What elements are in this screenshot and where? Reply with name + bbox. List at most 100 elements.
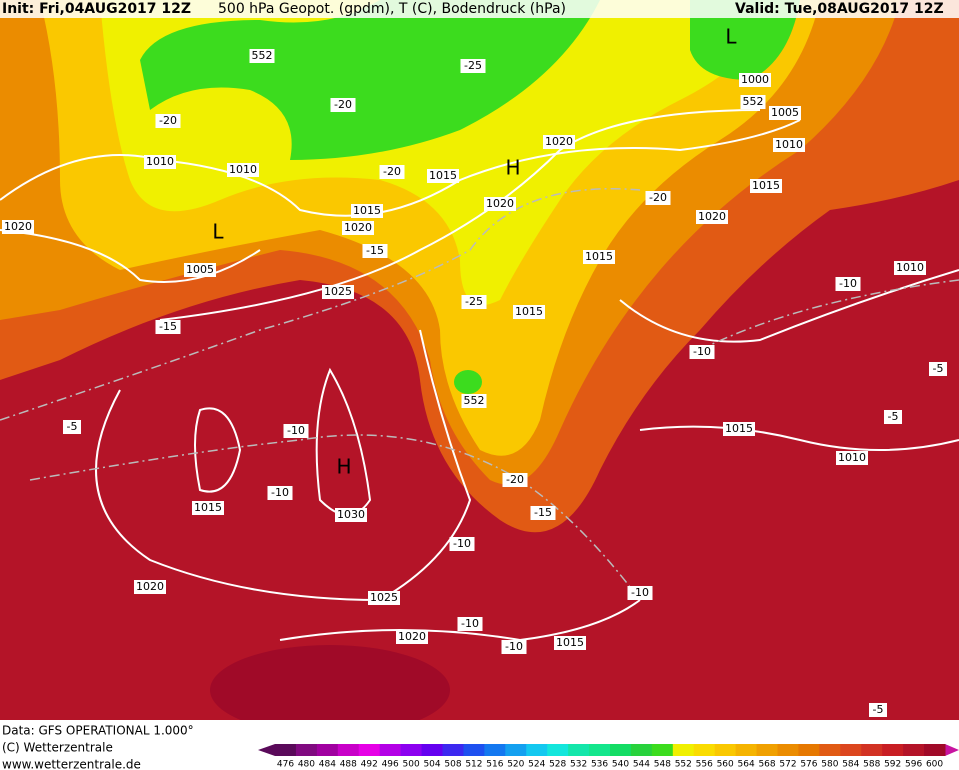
label-box <box>750 179 782 193</box>
legend-label: 484 <box>319 760 336 770</box>
label-box <box>335 508 367 522</box>
legend-label: 500 <box>403 760 420 770</box>
legend-label: 492 <box>361 760 378 770</box>
legend-swatch <box>568 744 590 756</box>
isoline-label: 1010 <box>146 155 174 168</box>
isoline-label: -20 <box>383 165 401 178</box>
isoline-label: 1015 <box>752 179 780 192</box>
legend-swatch <box>672 744 695 756</box>
label-box <box>461 295 487 309</box>
isoline-label: 552 <box>252 49 273 62</box>
legend-swatch <box>463 744 485 756</box>
label-box <box>461 394 487 408</box>
legend-label: 480 <box>298 760 315 770</box>
label-box <box>134 580 166 594</box>
label-box <box>583 250 615 264</box>
isoline-label: -5 <box>933 362 944 375</box>
isoline-label: -10 <box>287 424 305 437</box>
label-box <box>249 49 275 63</box>
label-box <box>342 221 374 235</box>
legend-arrow-right <box>945 744 959 756</box>
legend-label: 568 <box>758 760 775 770</box>
legend-swatch <box>505 744 527 756</box>
label-box <box>869 703 887 717</box>
label-box <box>894 261 926 275</box>
legend-label: 504 <box>423 760 440 770</box>
label-box <box>267 486 293 500</box>
legend-swatch <box>610 744 632 756</box>
isoline-label: 1010 <box>838 451 866 464</box>
isoline-label: 1020 <box>486 197 514 210</box>
temperature-lines <box>0 188 959 601</box>
label-box <box>484 197 516 211</box>
legend-swatch <box>358 744 381 756</box>
label-box <box>155 320 181 334</box>
legend-label: 524 <box>528 760 545 770</box>
isoline-label: -5 <box>888 410 899 423</box>
isoline-label: -10 <box>461 617 479 630</box>
isoline-label: -5 <box>873 703 884 716</box>
isoline-label: 1005 <box>186 263 214 276</box>
isoline-label: 1025 <box>324 285 352 298</box>
label-box <box>457 617 483 631</box>
isoline-label: -10 <box>839 277 857 290</box>
label-box <box>835 277 861 291</box>
legend-label: 488 <box>340 760 357 770</box>
legend-swatch <box>400 744 423 756</box>
legend-swatch <box>798 744 820 756</box>
label-box <box>368 591 400 605</box>
label-box <box>513 305 545 319</box>
copyright: (C) Wetterzentrale <box>2 741 113 755</box>
label-box <box>530 506 556 520</box>
label-box <box>192 501 224 515</box>
isoline-label: 1015 <box>194 501 222 514</box>
legend-label: 512 <box>465 760 482 770</box>
label-box <box>689 345 715 359</box>
isoline-label: 1015 <box>515 305 543 318</box>
isoline-label: 1015 <box>725 422 753 435</box>
label-box <box>322 285 354 299</box>
isoline-label: 1015 <box>353 204 381 217</box>
label-box <box>543 135 575 149</box>
legend-label: 544 <box>633 760 650 770</box>
label-box <box>2 220 34 234</box>
legend-label: 508 <box>444 760 461 770</box>
label-box <box>351 204 383 218</box>
isoline-label: 1010 <box>229 163 257 176</box>
legend-label: 560 <box>717 760 734 770</box>
label-box <box>184 263 216 277</box>
legend-swatch <box>421 744 443 756</box>
isoline-label: 1015 <box>585 250 613 263</box>
isoline-label: 1015 <box>429 169 457 182</box>
legend-label: 564 <box>738 760 755 770</box>
isoline-label: -10 <box>631 586 649 599</box>
label-box <box>627 586 653 600</box>
legend-label: 588 <box>863 760 880 770</box>
legend-swatch <box>903 744 925 756</box>
isoline-label: -5 <box>67 420 78 433</box>
isoline-label: 1020 <box>398 630 426 643</box>
isoline-label: 1020 <box>344 221 372 234</box>
legend-label: 520 <box>507 760 524 770</box>
label-box <box>773 138 805 152</box>
isoline-label: -20 <box>506 473 524 486</box>
isoline-label: -10 <box>693 345 711 358</box>
legend-swatch <box>316 744 339 756</box>
label-box <box>449 537 475 551</box>
valid-time: Valid: Tue,08AUG2017 12Z <box>735 1 944 17</box>
legend-label: 548 <box>654 760 671 770</box>
label-box <box>362 244 388 258</box>
legend-label: 476 <box>277 760 294 770</box>
website: www.wetterzentrale.de <box>2 758 141 770</box>
legend-label: 584 <box>842 760 859 770</box>
legend-label: 600 <box>926 760 943 770</box>
pressure-center: L <box>212 220 224 244</box>
legend-swatch <box>651 744 674 756</box>
data-source: Data: GFS OPERATIONAL 1.000° <box>2 724 194 738</box>
legend-swatch <box>840 744 862 756</box>
legend-swatch <box>484 744 506 756</box>
label-box <box>330 98 356 112</box>
label-box <box>723 422 755 436</box>
legend-label: 528 <box>549 760 566 770</box>
